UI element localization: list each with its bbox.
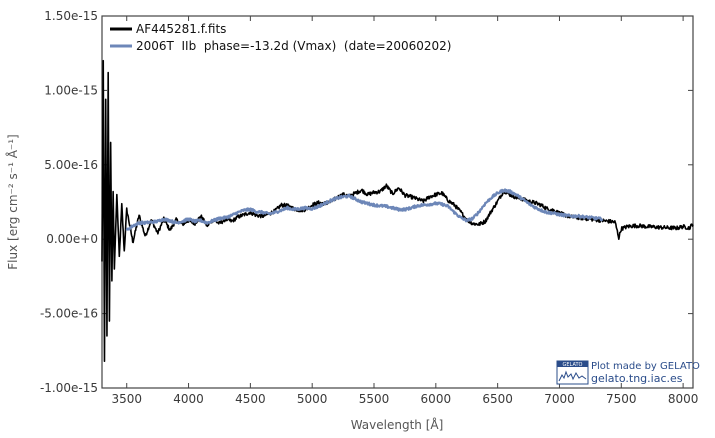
y-tick-label-3: 5.00e-16 (44, 158, 98, 172)
plot-frame (101, 15, 694, 389)
x-axis-label: Wavelength [Å] (351, 417, 444, 432)
legend-label-0: AF445281.f.fits (136, 22, 226, 36)
y-tick-label-4: 1.00e-15 (44, 83, 98, 97)
legend: AF445281.f.fits 2006T IIb phase=-13.2d (… (110, 22, 451, 53)
x-tick-label-5000: 5000 (297, 392, 328, 406)
series-layer (101, 59, 694, 363)
x-tick-label-6000: 6000 (421, 392, 452, 406)
legend-label-1: 2006T IIb phase=-13.2d (Vmax) (date=2006… (136, 39, 451, 53)
y-tick-label-5: 1.50e-15 (44, 9, 98, 23)
series-line-1 (125, 188, 604, 231)
x-tick-label-7500: 7500 (606, 392, 637, 406)
x-tick-label-4500: 4500 (235, 392, 266, 406)
gelato-logo-text: GELATO (563, 362, 583, 368)
x-tick-label-6500: 6500 (482, 392, 513, 406)
x-tick-label-3500: 3500 (111, 392, 142, 406)
y-tick-label-1: -5.00e-16 (40, 307, 98, 321)
y-axis-label: Flux [erg cm⁻² s⁻¹ Å⁻¹] (5, 134, 20, 269)
x-tick-label-4000: 4000 (173, 392, 204, 406)
credit-line-1: Plot made by GELATO (591, 361, 700, 372)
gelato-credit: GELATO Plot made by GELATO gelato.tng.ia… (556, 360, 700, 385)
x-tick-label-7000: 7000 (544, 392, 575, 406)
x-axis: 3500 4000 4500 5000 5500 6000 6500 7000 7500 8000 (111, 16, 698, 406)
x-tick-label-5500: 5500 (359, 392, 390, 406)
gelato-logo-band (557, 361, 588, 367)
y-tick-label-0: -1.00e-15 (40, 381, 98, 395)
gelato-logo-spectrum-icon (558, 370, 587, 382)
x-tick-label-8000: 8000 (668, 392, 699, 406)
y-axis: -1.00e-15 -5.00e-16 0.00e+0 5.00e-16 1.00e-1… (40, 9, 693, 395)
credit-line-2: gelato.tng.iac.es (591, 372, 683, 385)
y-tick-label-2: 0.00e+0 (46, 232, 98, 246)
